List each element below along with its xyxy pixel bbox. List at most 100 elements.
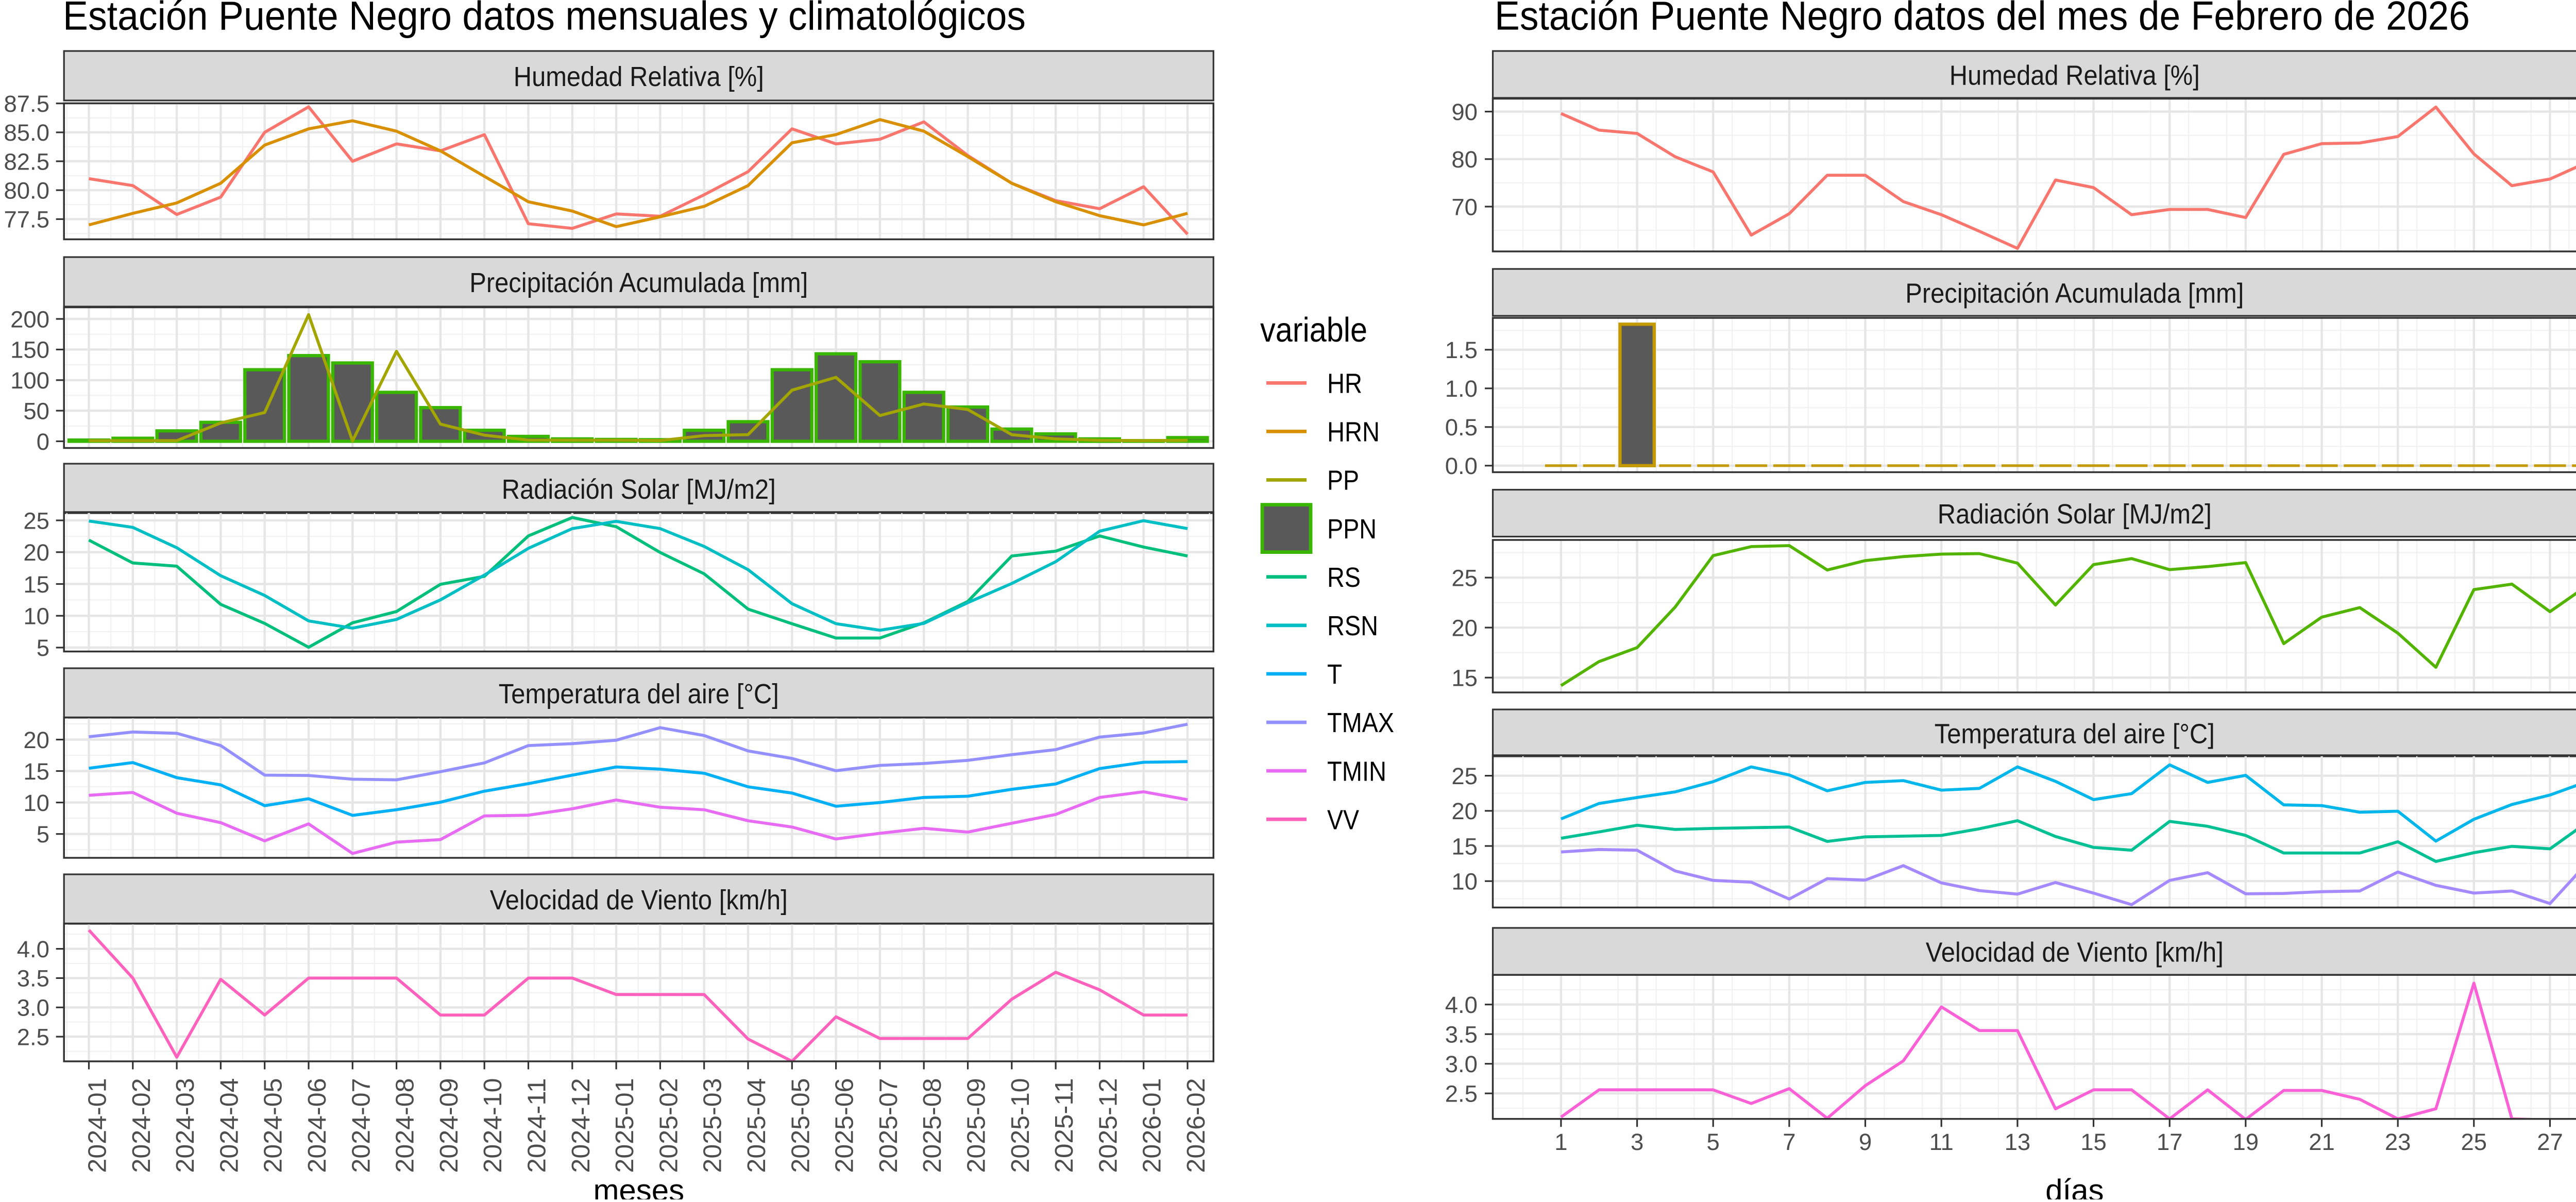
svg-text:2024-03: 2024-03 (172, 1078, 199, 1173)
svg-text:19: 19 (2232, 1129, 2259, 1155)
svg-text:200: 200 (10, 306, 49, 332)
svg-text:13: 13 (2005, 1129, 2031, 1155)
svg-text:80: 80 (1451, 146, 1478, 173)
svg-text:150: 150 (10, 337, 49, 363)
svg-text:Temperatura del aire [°C]: Temperatura del aire [°C] (499, 679, 779, 709)
svg-text:0.0: 0.0 (1445, 453, 1478, 479)
svg-text:2025-03: 2025-03 (699, 1078, 727, 1173)
svg-text:Temperatura del aire [°C]: Temperatura del aire [°C] (1935, 719, 2215, 750)
svg-text:15: 15 (1451, 833, 1478, 859)
svg-text:23: 23 (2385, 1129, 2411, 1155)
svg-text:2024-07: 2024-07 (347, 1078, 375, 1173)
svg-text:meses: meses (593, 1173, 684, 1199)
svg-text:Velocidad de Viento [km/h]: Velocidad de Viento [km/h] (490, 885, 788, 916)
svg-text:11: 11 (1929, 1129, 1954, 1155)
svg-text:2025-11: 2025-11 (1050, 1078, 1078, 1173)
svg-text:2.5: 2.5 (17, 1024, 49, 1050)
svg-text:días: días (2045, 1173, 2104, 1199)
svg-text:90: 90 (1451, 99, 1478, 125)
svg-text:3: 3 (1631, 1129, 1643, 1155)
svg-text:Radiación Solar [MJ/m2]: Radiación Solar [MJ/m2] (502, 474, 776, 505)
svg-text:20: 20 (23, 539, 49, 566)
svg-text:25: 25 (1451, 763, 1478, 789)
svg-text:Estación Puente Negro datos me: Estación Puente Negro datos mensuales y … (63, 0, 1026, 39)
svg-text:PP: PP (1327, 466, 1359, 496)
svg-text:25: 25 (1451, 565, 1478, 591)
svg-text:25: 25 (2461, 1129, 2487, 1155)
svg-text:0: 0 (37, 429, 49, 455)
svg-text:2025-06: 2025-06 (831, 1078, 859, 1173)
svg-text:3.5: 3.5 (1445, 1022, 1478, 1048)
svg-text:15: 15 (1451, 665, 1478, 691)
svg-text:Precipitación Acumulada [mm]: Precipitación Acumulada [mm] (1905, 278, 2244, 309)
svg-text:1: 1 (1554, 1129, 1567, 1155)
svg-text:2024-08: 2024-08 (392, 1078, 419, 1173)
svg-text:RSN: RSN (1327, 611, 1378, 641)
svg-text:4.0: 4.0 (1445, 992, 1478, 1018)
svg-text:10: 10 (23, 790, 49, 816)
svg-text:Humedad Relativa [%]: Humedad Relativa [%] (514, 61, 764, 92)
svg-text:5: 5 (37, 635, 49, 661)
svg-text:Radiación Solar [MJ/m2]: Radiación Solar [MJ/m2] (1938, 499, 2212, 530)
svg-text:2026-01: 2026-01 (1139, 1078, 1166, 1173)
svg-text:2026-02: 2026-02 (1182, 1078, 1210, 1173)
svg-text:2025-09: 2025-09 (963, 1078, 991, 1173)
svg-text:2024-04: 2024-04 (215, 1078, 243, 1173)
svg-text:20: 20 (23, 727, 49, 753)
svg-text:2024-01: 2024-01 (84, 1078, 112, 1173)
svg-text:2025-12: 2025-12 (1094, 1078, 1122, 1173)
svg-text:9: 9 (1859, 1129, 1872, 1155)
svg-text:2024-06: 2024-06 (303, 1078, 331, 1173)
svg-text:50: 50 (23, 398, 49, 424)
svg-text:70: 70 (1451, 194, 1478, 220)
svg-text:85.0: 85.0 (4, 120, 49, 146)
svg-text:Humedad Relativa [%]: Humedad Relativa [%] (1950, 60, 2200, 91)
svg-text:2025-04: 2025-04 (743, 1078, 771, 1173)
svg-text:15: 15 (23, 758, 49, 785)
svg-text:2025-08: 2025-08 (919, 1078, 946, 1173)
svg-text:7: 7 (1783, 1129, 1795, 1155)
svg-text:T: T (1327, 659, 1342, 690)
svg-text:21: 21 (2309, 1129, 2335, 1155)
svg-text:10: 10 (1451, 869, 1478, 895)
svg-text:3.0: 3.0 (1445, 1051, 1478, 1077)
svg-text:3.0: 3.0 (17, 995, 49, 1021)
svg-text:27: 27 (2537, 1129, 2563, 1155)
svg-text:100: 100 (10, 367, 49, 394)
svg-text:HR: HR (1327, 369, 1362, 399)
svg-text:2024-02: 2024-02 (128, 1078, 156, 1173)
svg-text:HRN: HRN (1327, 417, 1380, 448)
svg-text:3.5: 3.5 (17, 966, 49, 992)
svg-text:Velocidad de Viento [km/h]: Velocidad de Viento [km/h] (1926, 937, 2224, 968)
svg-text:2025-01: 2025-01 (611, 1078, 639, 1173)
svg-text:2024-05: 2024-05 (260, 1078, 287, 1173)
svg-text:2025-05: 2025-05 (787, 1078, 815, 1173)
svg-text:Precipitación Acumulada [mm]: Precipitación Acumulada [mm] (469, 267, 808, 298)
svg-text:Estación Puente Negro datos de: Estación Puente Negro datos del mes de F… (1495, 0, 2470, 39)
svg-text:1.5: 1.5 (1445, 337, 1478, 363)
svg-text:VV: VV (1327, 805, 1359, 835)
svg-text:20: 20 (1451, 798, 1478, 824)
svg-text:1.0: 1.0 (1445, 376, 1478, 402)
svg-text:25: 25 (23, 507, 49, 534)
svg-text:2024-12: 2024-12 (567, 1078, 595, 1173)
svg-text:2024-09: 2024-09 (435, 1078, 463, 1173)
svg-text:10: 10 (23, 603, 49, 630)
svg-text:17: 17 (2157, 1129, 2183, 1155)
svg-text:15: 15 (2080, 1129, 2107, 1155)
svg-text:2025-07: 2025-07 (875, 1078, 903, 1173)
svg-text:80.0: 80.0 (4, 177, 49, 204)
svg-text:2.5: 2.5 (1445, 1081, 1478, 1107)
svg-text:77.5: 77.5 (4, 207, 49, 233)
svg-text:20: 20 (1451, 615, 1478, 641)
svg-text:15: 15 (23, 571, 49, 598)
svg-text:2024-11: 2024-11 (523, 1078, 551, 1173)
svg-text:5: 5 (1707, 1129, 1720, 1155)
svg-text:5: 5 (37, 821, 49, 848)
svg-text:87.5: 87.5 (4, 91, 49, 117)
svg-text:PPN: PPN (1327, 514, 1377, 545)
svg-text:2024-10: 2024-10 (479, 1078, 507, 1173)
svg-text:TMIN: TMIN (1327, 756, 1386, 787)
svg-text:2025-02: 2025-02 (655, 1078, 683, 1173)
svg-text:RS: RS (1327, 563, 1361, 593)
